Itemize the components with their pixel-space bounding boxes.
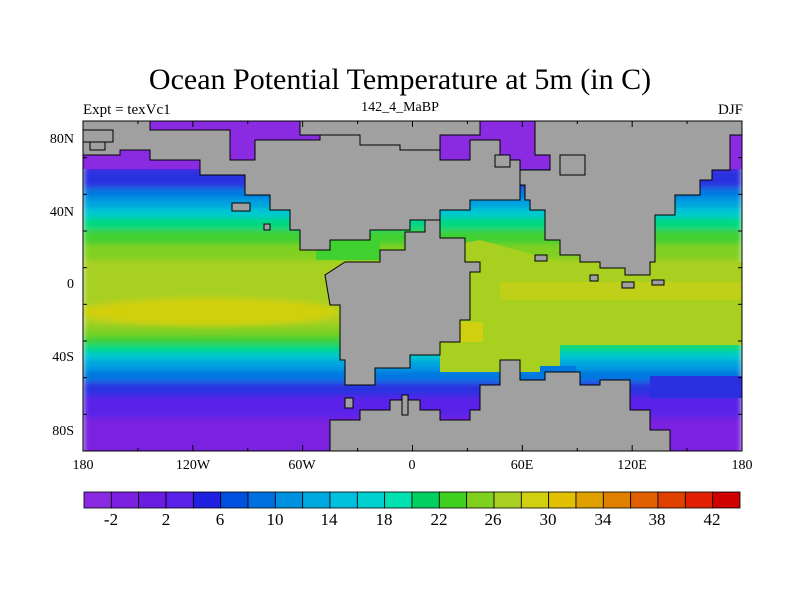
x-tick-label: 0: [408, 458, 416, 473]
colorbar-swatch: [356, 491, 386, 509]
colorbar-label: 6: [215, 510, 225, 529]
colorbar-swatch: [466, 491, 495, 509]
colorbar-swatch: [684, 491, 714, 509]
colorbar-label: 10: [266, 510, 284, 529]
colorbar-swatch: [548, 491, 577, 509]
colorbar-label: -2: [103, 510, 119, 529]
colorbar-swatch: [83, 491, 112, 509]
colorbar-swatch: [274, 491, 304, 509]
colorbar-swatch: [329, 491, 358, 509]
x-tick-label: 120E: [617, 458, 647, 473]
colorbar-swatch: [520, 491, 550, 509]
colorbar-label: 26: [484, 510, 502, 529]
colorbar-swatch: [165, 491, 194, 509]
colorbar-swatch: [493, 491, 522, 509]
x-tick-label: 180: [72, 458, 94, 473]
colorbar-swatch: [192, 491, 222, 509]
colorbar-swatch: [302, 491, 331, 509]
colorbar-swatch: [138, 491, 167, 509]
colorbar-label: 34: [594, 510, 612, 529]
y-tick-label: 0: [67, 277, 74, 292]
land-masses: [83, 121, 742, 451]
colorbar-label: 18: [375, 510, 393, 529]
colorbar-label: 2: [161, 510, 171, 529]
colorbar-swatch: [630, 491, 659, 509]
x-tick-label: 180: [731, 458, 753, 473]
period-label: 142_4_MaBP: [361, 100, 439, 115]
x-tick-label: 120W: [175, 458, 211, 473]
colorbar-label: 38: [648, 510, 666, 529]
y-tick-label: 40S: [52, 350, 74, 365]
colorbar-swatch: [602, 491, 632, 509]
colorbar-swatch: [712, 491, 741, 509]
colorbar-label: 42: [703, 510, 721, 529]
colorbar-swatch: [411, 491, 440, 509]
colorbar: [83, 491, 741, 509]
colorbar-swatch: [438, 491, 468, 509]
colorbar-swatch: [247, 491, 276, 509]
x-tick-label: 60E: [510, 458, 534, 473]
y-tick-label: 40N: [49, 205, 74, 220]
experiment-label: Expt = texVc1: [83, 102, 171, 118]
colorbar-label: 30: [539, 510, 557, 529]
colorbar-label: 22: [430, 510, 448, 529]
season-label: DJF: [717, 102, 743, 118]
colorbar-label: 14: [320, 510, 338, 529]
colorbar-swatch: [110, 491, 140, 509]
plot-title: Ocean Potential Temperature at 5m (in C): [148, 63, 652, 96]
y-tick-label: 80S: [52, 424, 74, 439]
colorbar-swatch: [384, 491, 413, 509]
colorbar-swatch: [657, 491, 686, 509]
ocean-field: [83, 121, 742, 451]
x-tick-label: 60W: [288, 458, 316, 473]
colorbar-swatch: [575, 491, 604, 509]
colorbar-swatch: [220, 491, 249, 509]
y-tick-label: 80N: [49, 132, 74, 147]
